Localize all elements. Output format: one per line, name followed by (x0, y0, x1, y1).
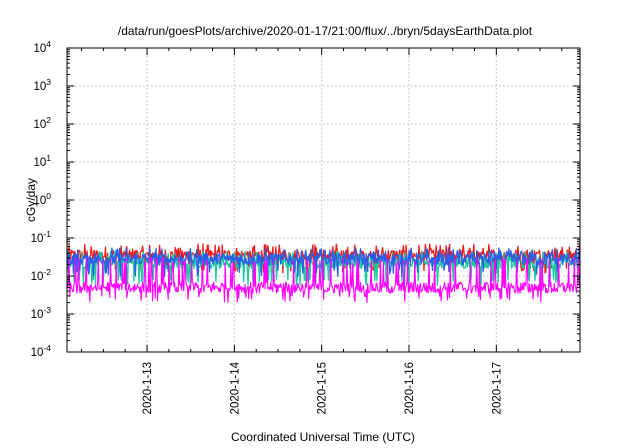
y-tick-base: 10 (31, 233, 44, 245)
y-tick-exponent: -1 (43, 229, 51, 239)
x-axis: 2020-1-13 2020-1-14 2020-1-15 2020-1-16 2020… (81, 48, 563, 414)
y-tick-exponent: 3 (46, 77, 51, 87)
chart-title: /data/run/goesPlots/archive/2020-01-17/2… (118, 24, 533, 38)
y-tick-base: 10 (33, 195, 46, 207)
y-tick-base: 10 (33, 43, 46, 55)
y-tick-exponent: -2 (43, 267, 51, 277)
y-tick-label: 10-1 (31, 229, 52, 245)
y-tick-base: 10 (33, 119, 46, 131)
x-tick-label: 2020-1-17 (491, 362, 503, 414)
y-tick-base: 10 (31, 309, 44, 321)
y-tick-exponent: 0 (46, 191, 51, 201)
y-tick-exponent: -3 (43, 305, 51, 315)
x-axis-label: Coordinated Universal Time (UTC) (231, 430, 415, 444)
y-tick-label: 102 (33, 115, 51, 131)
series-line (66, 257, 581, 303)
y-tick-base: 10 (33, 81, 46, 93)
y-tick-label: 10-4 (31, 343, 52, 359)
y-tick-label: 104 (33, 39, 51, 55)
series-line (66, 247, 581, 278)
y-tick-label: 100 (33, 191, 51, 207)
y-tick-base: 10 (31, 347, 44, 359)
x-tick-label: 2020-1-13 (142, 362, 154, 414)
y-axis-label: cGy/day (24, 178, 38, 222)
y-tick-base: 10 (31, 271, 44, 283)
x-tick-label: 2020-1-16 (404, 362, 416, 414)
y-tick-label: 103 (33, 77, 51, 93)
y-tick-label: 10-3 (31, 305, 52, 321)
y-tick-label: 101 (33, 153, 51, 169)
x-tick-label: 2020-1-15 (317, 362, 329, 414)
x-tick-label: 2020-1-14 (229, 361, 241, 414)
y-tick-exponent: 4 (46, 39, 51, 49)
y-tick-label: 10-2 (31, 267, 52, 283)
y-tick-base: 10 (33, 157, 46, 169)
grid-lines (67, 48, 580, 352)
y-tick-exponent: 2 (46, 115, 51, 125)
y-tick-exponent: -4 (43, 343, 51, 353)
data-series (66, 243, 581, 303)
y-tick-exponent: 1 (46, 153, 51, 163)
